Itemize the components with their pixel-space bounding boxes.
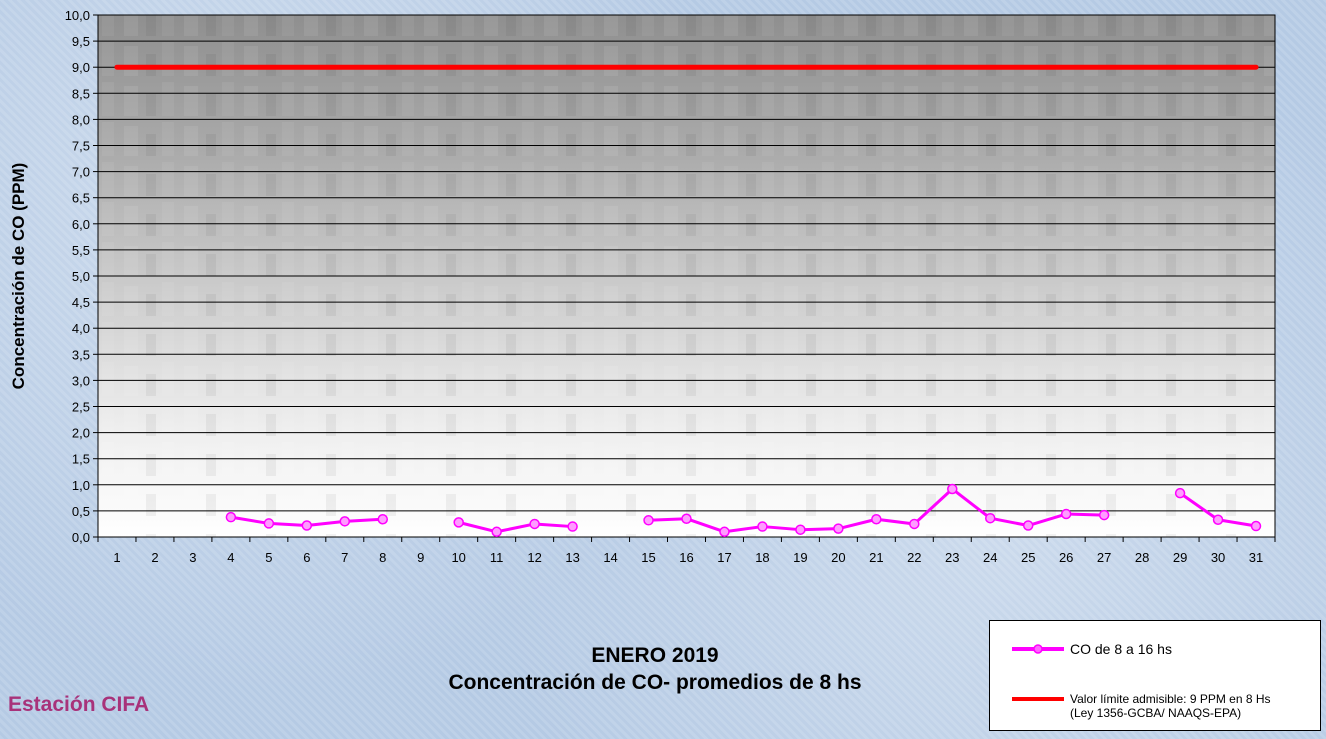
y-tick-label: 3,0 — [72, 373, 90, 388]
y-tick-label: 4,0 — [72, 321, 90, 336]
legend-item-limit: Valor límite admisible: 9 PPM en 8 Hs (L… — [1012, 689, 1322, 723]
plot-border — [97, 14, 1276, 538]
station-label: Estación CIFA — [8, 693, 150, 716]
x-tick-label: 6 — [303, 550, 310, 565]
x-tick-label: 28 — [1135, 550, 1149, 565]
x-tick-label: 14 — [603, 550, 617, 565]
y-tick-label: 3,5 — [72, 347, 90, 362]
series-layer — [114, 64, 1262, 538]
gridlines — [93, 14, 1276, 538]
co-data-point — [795, 524, 806, 535]
x-tick-label: 5 — [265, 550, 272, 565]
co-data-point — [719, 526, 730, 538]
co-data-point — [681, 513, 692, 524]
legend-swatch-limit — [1012, 697, 1064, 701]
x-tick-label: 31 — [1249, 550, 1263, 565]
co-data-point — [643, 515, 654, 526]
x-tick-label: 9 — [417, 550, 424, 565]
co-data-point — [757, 521, 768, 532]
x-tick-label: 19 — [793, 550, 807, 565]
y-tick-label: 0,0 — [72, 530, 90, 545]
x-tick-label: 11 — [490, 550, 504, 565]
y-tick-label: 6,0 — [72, 217, 90, 232]
co-data-point — [947, 483, 958, 495]
co-data-point — [377, 514, 389, 525]
x-tick-label: 10 — [451, 550, 465, 565]
co-data-point — [567, 521, 578, 532]
x-tick-label: 22 — [907, 550, 921, 565]
y-tick-label: 10,0 — [65, 8, 90, 23]
co-data-point — [263, 518, 275, 529]
x-tick-label: 2 — [151, 550, 158, 565]
y-tick-label: 8,5 — [72, 86, 90, 101]
x-tick-label: 3 — [189, 550, 196, 565]
y-tick-labels: 0,0 0,5 1,0 1,5 2,0 2,5 3,0 3,5 4,0 4,5 5,0 5,5 6,0 6… — [65, 8, 90, 545]
y-tick-label: 1,0 — [72, 478, 90, 493]
x-tick-label: 17 — [717, 550, 731, 565]
x-tick-label: 29 — [1173, 550, 1187, 565]
x-tick-label: 30 — [1211, 550, 1225, 565]
co-data-point — [1174, 487, 1186, 499]
x-tick-label: 7 — [341, 550, 348, 565]
x-tick-label: 8 — [379, 550, 386, 565]
co-data-point — [1060, 508, 1072, 520]
chart-title-block: ENERO 2019 Concentración de CO- promedio… — [330, 642, 980, 696]
co-data-point — [1250, 520, 1262, 532]
x-tick-label: 18 — [755, 550, 769, 565]
legend-label-limit: Valor límite admisible: 9 PPM en 8 Hs — [1070, 692, 1271, 706]
co-data-point — [1098, 509, 1110, 521]
y-tick-label: 1,5 — [72, 452, 90, 467]
chart-title: ENERO 2019 — [591, 644, 719, 667]
x-tick-label: 26 — [1059, 550, 1073, 565]
x-tick-label: 4 — [227, 550, 234, 565]
legend-label-limit-line2: (Ley 1356-GCBA/ NAAQS-EPA) — [1070, 706, 1242, 720]
x-tick-label: 25 — [1021, 550, 1035, 565]
x-tick-label: 21 — [869, 550, 883, 565]
co-data-point — [491, 526, 502, 538]
legend: CO de 8 a 16 hs Valor límite admisible: … — [989, 620, 1321, 731]
legend-swatch-co — [1012, 644, 1064, 654]
co-data-point — [871, 514, 882, 525]
co-data-point — [909, 518, 920, 530]
legend-label-co: CO de 8 a 16 hs — [1070, 641, 1172, 657]
x-tick-label: 27 — [1097, 550, 1111, 565]
co-data-point — [1212, 514, 1224, 526]
co-data-point — [529, 518, 540, 530]
y-tick-label: 2,0 — [72, 426, 90, 441]
y-tick-label: 6,5 — [72, 191, 90, 206]
co-series-line — [458, 520, 573, 534]
co-data-point — [984, 512, 996, 524]
co-data-point — [225, 511, 237, 523]
y-tick-label: 5,0 — [72, 269, 90, 284]
x-tick-label: 13 — [565, 550, 579, 565]
co-data-point — [1022, 520, 1034, 531]
x-tick-label: 20 — [831, 550, 845, 565]
x-tick-label: 24 — [983, 550, 997, 565]
x-tick-label: 1 — [113, 550, 120, 565]
x-tick-label: 12 — [527, 550, 541, 565]
legend-item-co: CO de 8 a 16 hs — [1012, 639, 1312, 659]
co-data-point — [339, 516, 351, 527]
y-axis-label: Concentración de CO (PPM) — [9, 163, 28, 390]
x-tick-label: 23 — [945, 550, 959, 565]
x-tick-label: 15 — [641, 550, 655, 565]
y-tick-label: 5,5 — [72, 243, 90, 258]
y-tick-label: 2,5 — [72, 400, 90, 415]
y-tick-label: 4,5 — [72, 295, 90, 310]
chart-subtitle: Concentración de CO- promedios de 8 hs — [448, 671, 862, 694]
y-tick-label: 7,5 — [72, 139, 90, 154]
y-tick-label: 9,5 — [72, 34, 90, 49]
co-chart: 0,0 0,5 1,0 1,5 2,0 2,5 3,0 3,5 4,0 4,5 5,0 5,5 6,0 6… — [9, 8, 1276, 565]
y-tick-label: 9,0 — [72, 60, 90, 75]
y-tick-label: 7,0 — [72, 165, 90, 180]
x-tick-label: 16 — [679, 550, 693, 565]
y-tick-label: 0,5 — [72, 504, 90, 519]
y-tick-label: 8,0 — [72, 112, 90, 127]
co-data-point — [301, 520, 313, 531]
co-data-point — [453, 517, 464, 528]
x-tick-labels: 1 2 3 4 5 6 7 8 9 10 11 12 13 14 15 16 17 18 19 20 21 22 23 24 2… — [97, 537, 1276, 565]
co-data-point — [833, 523, 844, 534]
